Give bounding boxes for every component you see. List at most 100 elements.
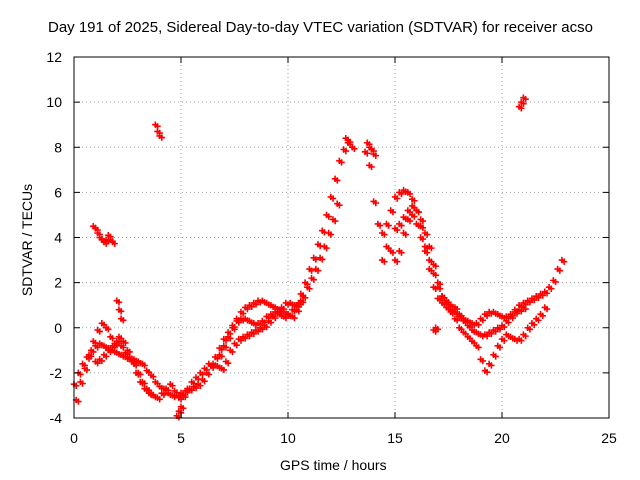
- data-point: [98, 357, 106, 365]
- data-point: [402, 231, 409, 238]
- x-tick-label: 20: [494, 430, 510, 446]
- data-point: [137, 371, 144, 378]
- data-point: [308, 267, 315, 274]
- data-point: [186, 387, 193, 394]
- data-point: [201, 378, 208, 385]
- data-point: [250, 330, 258, 338]
- data-point: [194, 375, 202, 383]
- data-point: [372, 152, 379, 159]
- data-point: [351, 145, 358, 153]
- data-point: [520, 100, 527, 107]
- data-point: [398, 249, 405, 256]
- data-point: [231, 326, 238, 333]
- data-point: [539, 292, 546, 299]
- data-point: [120, 344, 127, 351]
- data-point: [242, 335, 249, 342]
- data-point: [453, 317, 461, 324]
- data-point: [376, 222, 384, 229]
- data-point: [458, 312, 465, 320]
- data-point: [381, 258, 388, 265]
- data-point: [432, 272, 439, 279]
- data-point: [94, 344, 101, 351]
- series-band_e: [378, 211, 551, 376]
- data-point: [419, 217, 427, 225]
- data-point: [406, 190, 414, 198]
- data-point: [419, 224, 427, 232]
- data-point: [415, 222, 422, 229]
- data-point: [509, 314, 516, 322]
- data-point: [381, 231, 388, 238]
- data-point: [252, 301, 260, 308]
- y-tick-label: -4: [50, 410, 63, 426]
- data-point: [389, 208, 397, 216]
- data-point: [192, 384, 200, 392]
- series-band_a: [70, 139, 358, 401]
- data-point: [496, 326, 504, 333]
- y-tick-label: 10: [46, 94, 62, 110]
- data-point: [432, 262, 439, 270]
- data-point: [423, 249, 431, 256]
- data-point: [334, 177, 341, 184]
- grid-lines: [74, 57, 609, 418]
- data-point: [501, 337, 508, 344]
- y-tick-label: 0: [54, 320, 62, 336]
- data-point: [117, 308, 125, 315]
- data-point: [132, 362, 140, 369]
- data-point: [102, 353, 110, 360]
- data-point: [453, 305, 461, 313]
- data-point: [530, 321, 538, 329]
- data-point: [94, 359, 101, 367]
- data-point: [295, 308, 302, 315]
- data-point: [301, 294, 309, 301]
- data-point: [141, 380, 148, 387]
- data-point: [79, 380, 86, 387]
- data-point: [398, 222, 405, 229]
- data-point: [124, 350, 131, 358]
- data-point: [543, 290, 551, 297]
- data-point: [411, 197, 418, 204]
- data-point: [406, 208, 414, 216]
- data-point: [190, 380, 198, 387]
- data-point: [513, 310, 521, 317]
- data-point: [299, 299, 307, 306]
- data-point: [548, 285, 555, 292]
- data-point: [535, 294, 542, 301]
- chart-title: Day 191 of 2025, Sidereal Day-to-day VTE…: [48, 19, 593, 36]
- data-point: [530, 296, 538, 304]
- x-tick-label: 0: [70, 430, 78, 446]
- data-point: [169, 382, 176, 389]
- data-point: [488, 362, 495, 369]
- data-point: [156, 396, 163, 403]
- x-tick-label: 15: [387, 430, 403, 446]
- data-point: [518, 308, 525, 315]
- data-point: [522, 332, 529, 340]
- series-band_c: [92, 297, 307, 398]
- data-point: [111, 344, 118, 351]
- data-point: [331, 217, 339, 225]
- y-tick-label: 4: [54, 230, 62, 246]
- data-point: [177, 396, 185, 403]
- data-point: [483, 312, 491, 320]
- data-point: [475, 321, 482, 329]
- data-point: [364, 150, 371, 157]
- y-tick-label: 6: [54, 184, 62, 200]
- data-point: [346, 138, 354, 146]
- data-point: [248, 303, 255, 310]
- data-point: [254, 328, 262, 335]
- data-point: [556, 267, 564, 274]
- data-point: [83, 366, 91, 374]
- data-point: [224, 359, 232, 367]
- data-point: [244, 305, 251, 313]
- data-point: [394, 195, 401, 202]
- data-point: [199, 371, 206, 378]
- data-point: [109, 335, 116, 342]
- data-point: [389, 249, 397, 256]
- data-point: [122, 339, 129, 347]
- data-point: [203, 366, 210, 374]
- data-point: [197, 382, 204, 389]
- data-point: [141, 362, 148, 369]
- data-point: [182, 393, 189, 401]
- data-point: [160, 391, 168, 398]
- data-point: [539, 312, 546, 320]
- data-point: [237, 337, 245, 344]
